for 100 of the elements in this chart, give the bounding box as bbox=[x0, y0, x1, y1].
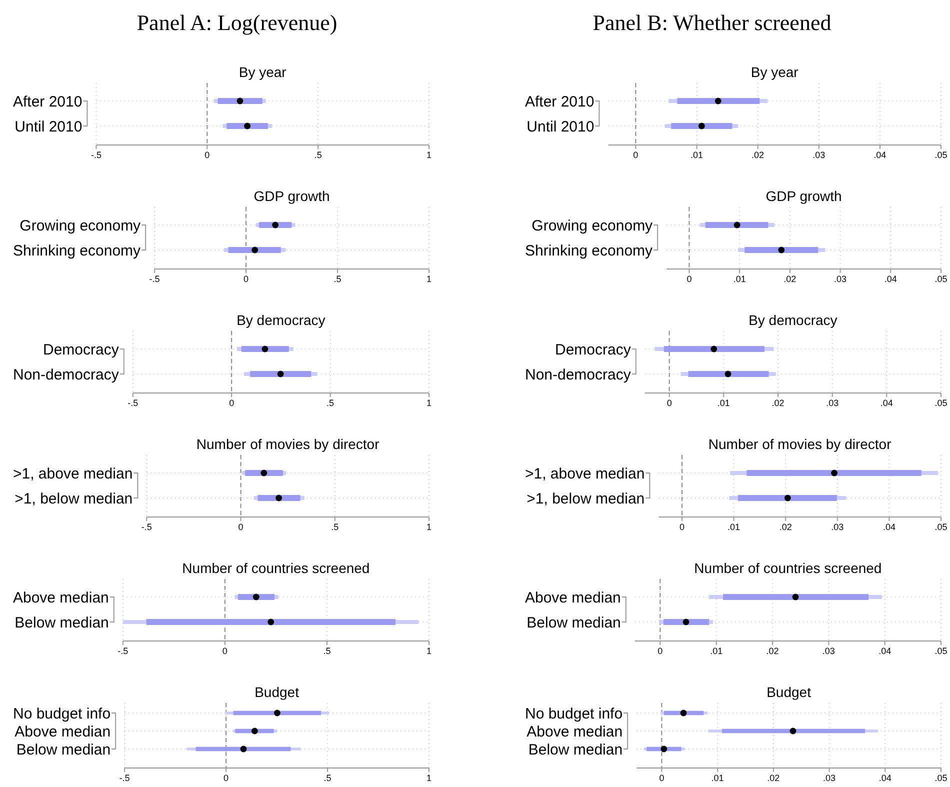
bar bbox=[705, 222, 768, 228]
x-tick-label: 0 bbox=[659, 773, 664, 783]
text: Panel B: Whether screened bbox=[592, 10, 832, 35]
y-tick-label: Above median bbox=[12, 589, 109, 606]
x-tick-label: .05 bbox=[934, 150, 948, 160]
x-tick-label: .5 bbox=[334, 274, 342, 284]
chart-title: Number of movies by director bbox=[196, 436, 380, 452]
y-tick-label: Below median bbox=[526, 614, 621, 632]
x-tick-label: -.5 bbox=[128, 398, 138, 408]
bar bbox=[664, 346, 764, 352]
x-tick-label: 0 bbox=[204, 150, 210, 160]
x-tick-label: 1 bbox=[426, 150, 432, 160]
y-tick-label: >1, below median bbox=[14, 490, 133, 508]
y-tick-label: Above median bbox=[14, 723, 111, 740]
x-tick-label: -.5 bbox=[118, 646, 128, 656]
chart-title: GDP growth bbox=[254, 188, 330, 204]
chart-title: Number of movies by director bbox=[708, 436, 892, 452]
x-tick-label: .02 bbox=[779, 522, 792, 532]
x-tick-label: 0 bbox=[222, 646, 228, 656]
x-tick-label: .5 bbox=[314, 150, 322, 160]
x-tick-label: 1 bbox=[426, 274, 432, 284]
y-tick-label: >1, above median bbox=[525, 465, 645, 482]
x-tick-label: 0 bbox=[633, 150, 638, 160]
x-tick-label: 1 bbox=[426, 773, 432, 783]
x-tick-label: .03 bbox=[812, 150, 826, 160]
x-tick-label: .03 bbox=[831, 522, 844, 532]
x-tick-label: 0 bbox=[686, 274, 692, 284]
y-tick-label: No budget info bbox=[12, 705, 111, 722]
x-tick-label: .05 bbox=[934, 274, 948, 284]
chart-title: Budget bbox=[766, 684, 812, 700]
x-tick-label: .05 bbox=[934, 773, 948, 783]
chart-title: Number of countries screened bbox=[182, 560, 370, 576]
x-tick-label: .03 bbox=[834, 274, 847, 284]
x-tick-label: .02 bbox=[752, 150, 764, 160]
x-tick-label: .04 bbox=[878, 773, 892, 783]
bar bbox=[146, 619, 396, 625]
chart-title: By year bbox=[238, 64, 287, 80]
x-tick-label: .03 bbox=[823, 773, 836, 783]
y-tick-label: Below median bbox=[14, 614, 109, 632]
y-tick-label: Above median bbox=[526, 723, 623, 740]
y-tick-label: Shrinking economy bbox=[524, 242, 654, 260]
x-tick-label: .01 bbox=[690, 150, 704, 160]
y-tick-label: Non-democracy bbox=[12, 366, 120, 384]
bar bbox=[688, 371, 769, 377]
y-tick-label: No budget info bbox=[524, 705, 623, 722]
x-tick-label: .5 bbox=[324, 773, 332, 783]
x-tick-label: .02 bbox=[784, 274, 796, 284]
x-tick-label: .04 bbox=[878, 646, 892, 656]
x-tick-label: .05 bbox=[934, 646, 948, 656]
bar bbox=[746, 470, 922, 476]
bar bbox=[250, 371, 312, 377]
x-tick-label: .03 bbox=[822, 646, 835, 656]
x-tick-label: .01 bbox=[733, 274, 746, 284]
x-tick-label: 1 bbox=[426, 522, 432, 532]
y-tick-label: Growing economy bbox=[532, 217, 654, 234]
y-tick-label: Until 2010 bbox=[14, 118, 82, 136]
x-tick-label: .01 bbox=[710, 646, 723, 656]
bar bbox=[671, 123, 732, 129]
x-tick-label: 0 bbox=[679, 522, 684, 532]
chart-title: By democracy bbox=[236, 312, 326, 328]
bar bbox=[677, 98, 760, 104]
x-tick-label: 0 bbox=[658, 646, 663, 656]
x-tick-label: .04 bbox=[874, 150, 886, 160]
y-tick-label: >1, below median bbox=[526, 490, 645, 508]
bar bbox=[723, 594, 869, 600]
x-tick-label: .04 bbox=[884, 274, 897, 284]
x-tick-label: .04 bbox=[880, 398, 893, 408]
x-tick-label: 1 bbox=[426, 646, 432, 656]
x-tick-label: .02 bbox=[766, 646, 779, 656]
y-tick-label: Shrinking economy bbox=[12, 242, 142, 260]
x-tick-label: 0 bbox=[666, 398, 672, 408]
y-tick-label: Until 2010 bbox=[526, 118, 594, 136]
x-tick-label: 0 bbox=[244, 274, 249, 284]
y-tick-label: After 2010 bbox=[12, 93, 82, 110]
x-tick-label: 0 bbox=[229, 398, 234, 408]
x-tick-label: 1 bbox=[426, 398, 432, 408]
y-tick-label: >1, above median bbox=[13, 465, 133, 482]
bar bbox=[744, 247, 818, 253]
x-tick-label: .5 bbox=[331, 522, 339, 532]
x-tick-label: 0 bbox=[238, 522, 244, 532]
x-tick-label: .05 bbox=[934, 398, 948, 408]
bar bbox=[738, 495, 837, 501]
y-tick-label: Democracy bbox=[555, 341, 632, 358]
x-tick-label: -.5 bbox=[141, 522, 152, 532]
y-tick-label: Below median bbox=[528, 741, 623, 758]
y-tick-label: Above median bbox=[524, 589, 621, 606]
x-tick-label: .01 bbox=[728, 522, 740, 532]
text: Panel A: Log(revenue) bbox=[136, 10, 338, 35]
chart-title: By democracy bbox=[748, 312, 838, 328]
y-tick-label: Democracy bbox=[43, 341, 120, 358]
chart-title: By year bbox=[750, 64, 799, 80]
x-tick-label: .05 bbox=[934, 522, 948, 532]
y-tick-label: Growing economy bbox=[20, 217, 142, 234]
x-tick-label: .02 bbox=[767, 773, 780, 783]
x-tick-label: .5 bbox=[326, 398, 334, 408]
chart-title: Number of countries screened bbox=[694, 560, 882, 576]
x-tick-label: .01 bbox=[717, 398, 730, 408]
y-tick-label: After 2010 bbox=[524, 93, 594, 110]
x-tick-label: .04 bbox=[882, 522, 896, 532]
chart-title: Budget bbox=[254, 684, 300, 700]
